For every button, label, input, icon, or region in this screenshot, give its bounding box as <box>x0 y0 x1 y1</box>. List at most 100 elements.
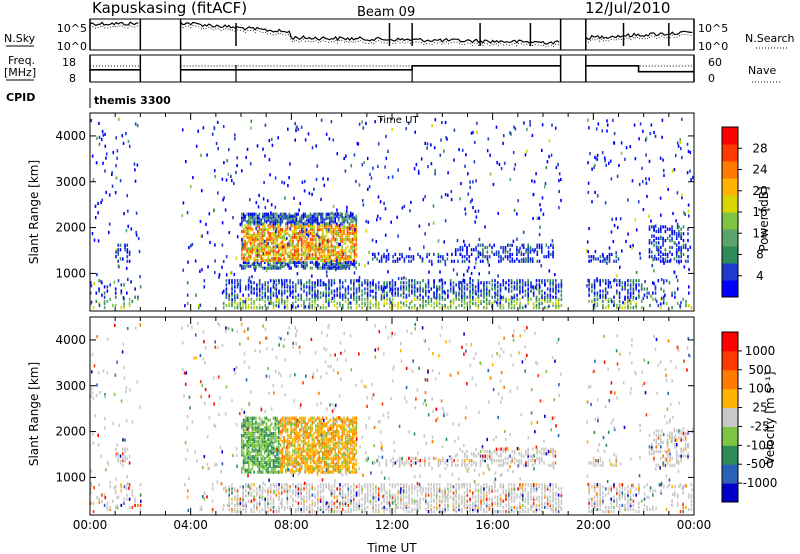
data-cell <box>131 489 134 493</box>
data-cell <box>325 243 328 247</box>
data-cell <box>350 262 352 266</box>
data-cell <box>635 296 637 300</box>
data-cell <box>263 243 266 247</box>
data-cell <box>241 212 243 216</box>
data-cell <box>483 501 485 505</box>
data-cell <box>344 256 347 261</box>
data-cell <box>550 243 552 247</box>
data-cell <box>248 226 250 230</box>
data-cell <box>327 256 329 261</box>
nsearch-trace <box>89 24 693 48</box>
data-cell <box>278 266 280 270</box>
data-cell <box>557 299 560 303</box>
data-cell <box>402 303 405 308</box>
data-cell <box>274 253 277 257</box>
freq-trace <box>585 65 694 73</box>
data-cell <box>325 256 328 261</box>
data-cell <box>498 162 501 166</box>
data-cell <box>377 252 380 256</box>
data-cell <box>383 485 385 489</box>
data-cell <box>529 120 531 124</box>
data-cell <box>412 257 415 261</box>
data-cell <box>112 151 115 155</box>
data-cell <box>242 499 244 503</box>
data-cell <box>293 253 296 257</box>
data-cell <box>358 183 361 187</box>
data-cell <box>510 497 513 501</box>
data-cell <box>285 249 287 253</box>
data-cell <box>494 489 496 493</box>
data-cell <box>300 497 302 501</box>
data-cell <box>300 507 302 512</box>
data-cell <box>250 289 253 293</box>
data-cell <box>397 303 399 308</box>
data-cell <box>521 279 524 283</box>
data-cell <box>234 503 236 507</box>
data-cell <box>519 301 521 305</box>
data-cell <box>474 501 477 505</box>
data-cell <box>461 283 463 287</box>
data-cell <box>482 248 484 252</box>
data-cell <box>334 249 336 253</box>
data-cell <box>328 281 330 285</box>
data-cell <box>466 483 469 487</box>
data-cell <box>469 510 471 514</box>
data-cell <box>278 510 280 514</box>
data-cell <box>455 505 457 509</box>
data-cell <box>610 489 612 493</box>
data-cell <box>311 218 314 222</box>
data-cell <box>260 222 262 226</box>
data-cell <box>459 245 461 250</box>
data-cell <box>267 260 269 264</box>
data-cell <box>350 491 352 495</box>
data-cell <box>313 233 315 237</box>
data-cell <box>292 218 294 222</box>
data-cell <box>262 258 264 262</box>
data-cell <box>263 258 266 262</box>
data-cell <box>256 287 258 291</box>
data-cell <box>524 293 527 297</box>
data-cell <box>225 178 228 182</box>
data-cell <box>421 257 424 261</box>
data-cell <box>214 175 216 179</box>
data-cell <box>285 212 287 216</box>
data-cell <box>372 501 374 505</box>
data-cell <box>315 177 318 182</box>
data-cell <box>136 163 139 167</box>
data-cell <box>118 117 120 121</box>
data-cell <box>134 168 136 172</box>
data-cell <box>308 505 311 509</box>
data-cell <box>267 235 269 239</box>
data-cell <box>348 216 351 220</box>
data-cell <box>288 243 291 247</box>
data-cell <box>306 255 308 259</box>
data-cell <box>394 493 397 497</box>
data-cell <box>322 483 325 487</box>
data-cell <box>469 200 472 204</box>
data-cell <box>242 430 245 434</box>
data-cell <box>488 281 491 285</box>
data-cell <box>548 155 550 159</box>
data-cell <box>664 252 667 256</box>
data-cell <box>386 285 388 289</box>
data-cell <box>651 250 653 254</box>
data-cell <box>231 487 233 491</box>
data-cell <box>112 303 114 308</box>
data-cell <box>541 245 543 250</box>
data-cell <box>535 489 538 493</box>
data-cell <box>394 501 397 505</box>
data-cell <box>358 501 361 505</box>
data-cell <box>350 279 352 283</box>
data-cell <box>258 510 261 514</box>
data-cell <box>222 301 225 305</box>
data-cell <box>505 297 507 301</box>
data-cell <box>281 258 284 262</box>
data-cell <box>652 493 654 497</box>
data-cell <box>344 287 347 291</box>
data-cell <box>485 287 488 291</box>
data-cell <box>328 283 330 287</box>
data-cell <box>92 178 95 182</box>
data-cell <box>273 286 276 290</box>
data-cell <box>337 224 340 228</box>
data-cell <box>303 501 305 505</box>
